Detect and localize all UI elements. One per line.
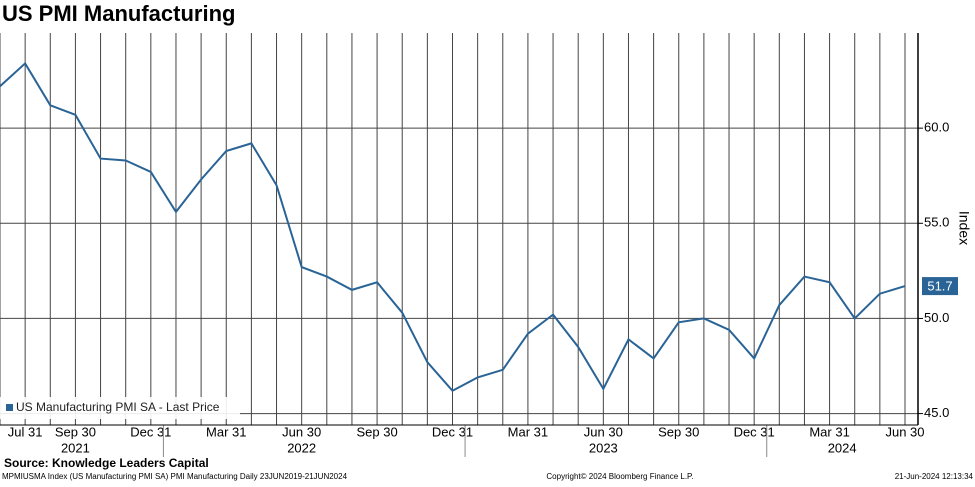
x-tick-label: Mar 31 <box>206 424 246 439</box>
legend-swatch <box>6 404 13 411</box>
footer-left: MPMIUSMA Index (US Manufacturing PMI SA)… <box>2 472 348 481</box>
x-tick-label: Dec 31 <box>130 424 171 439</box>
source: Source: Knowledge Leaders Capital <box>4 456 209 470</box>
x-tick-label: Jun 30 <box>282 424 321 439</box>
footer-right: 21-Jun-2024 12:13:34 <box>895 472 974 481</box>
last-value-label: 51.7 <box>927 279 952 294</box>
footer-center: Copyright© 2024 Bloomberg Finance L.P. <box>546 472 693 481</box>
x-tick-label: Dec 31 <box>734 424 775 439</box>
x-tick-label: Jun 30 <box>584 424 623 439</box>
y-tick-label: 45.0 <box>924 405 949 420</box>
x-tick-label: Sep 30 <box>55 424 96 439</box>
x-year-label: 2021 <box>61 440 90 455</box>
x-tick-label: Jun 30 <box>885 424 924 439</box>
y-tick-label: 60.0 <box>924 120 949 135</box>
x-tick-label: Mar 31 <box>508 424 548 439</box>
x-tick-label: Sep 30 <box>356 424 397 439</box>
legend-bg <box>0 397 240 419</box>
data-line <box>0 61 906 393</box>
x-tick-label: Jul 31 <box>8 424 43 439</box>
x-tick-label: Mar 31 <box>809 424 849 439</box>
y-tick-label: 55.0 <box>924 215 949 230</box>
y-axis-label: Index <box>956 211 972 245</box>
legend-label: US Manufacturing PMI SA - Last Price <box>16 400 220 414</box>
last-value-box <box>922 277 958 296</box>
x-year-label: 2022 <box>287 440 316 455</box>
x-tick-label: Sep 30 <box>658 424 699 439</box>
chart-title: US PMI Manufacturing <box>2 1 235 26</box>
y-tick-label: 50.0 <box>924 310 949 325</box>
x-tick-label: Dec 31 <box>432 424 473 439</box>
x-year-label: 2023 <box>589 440 618 455</box>
x-year-label: 2024 <box>828 440 857 455</box>
